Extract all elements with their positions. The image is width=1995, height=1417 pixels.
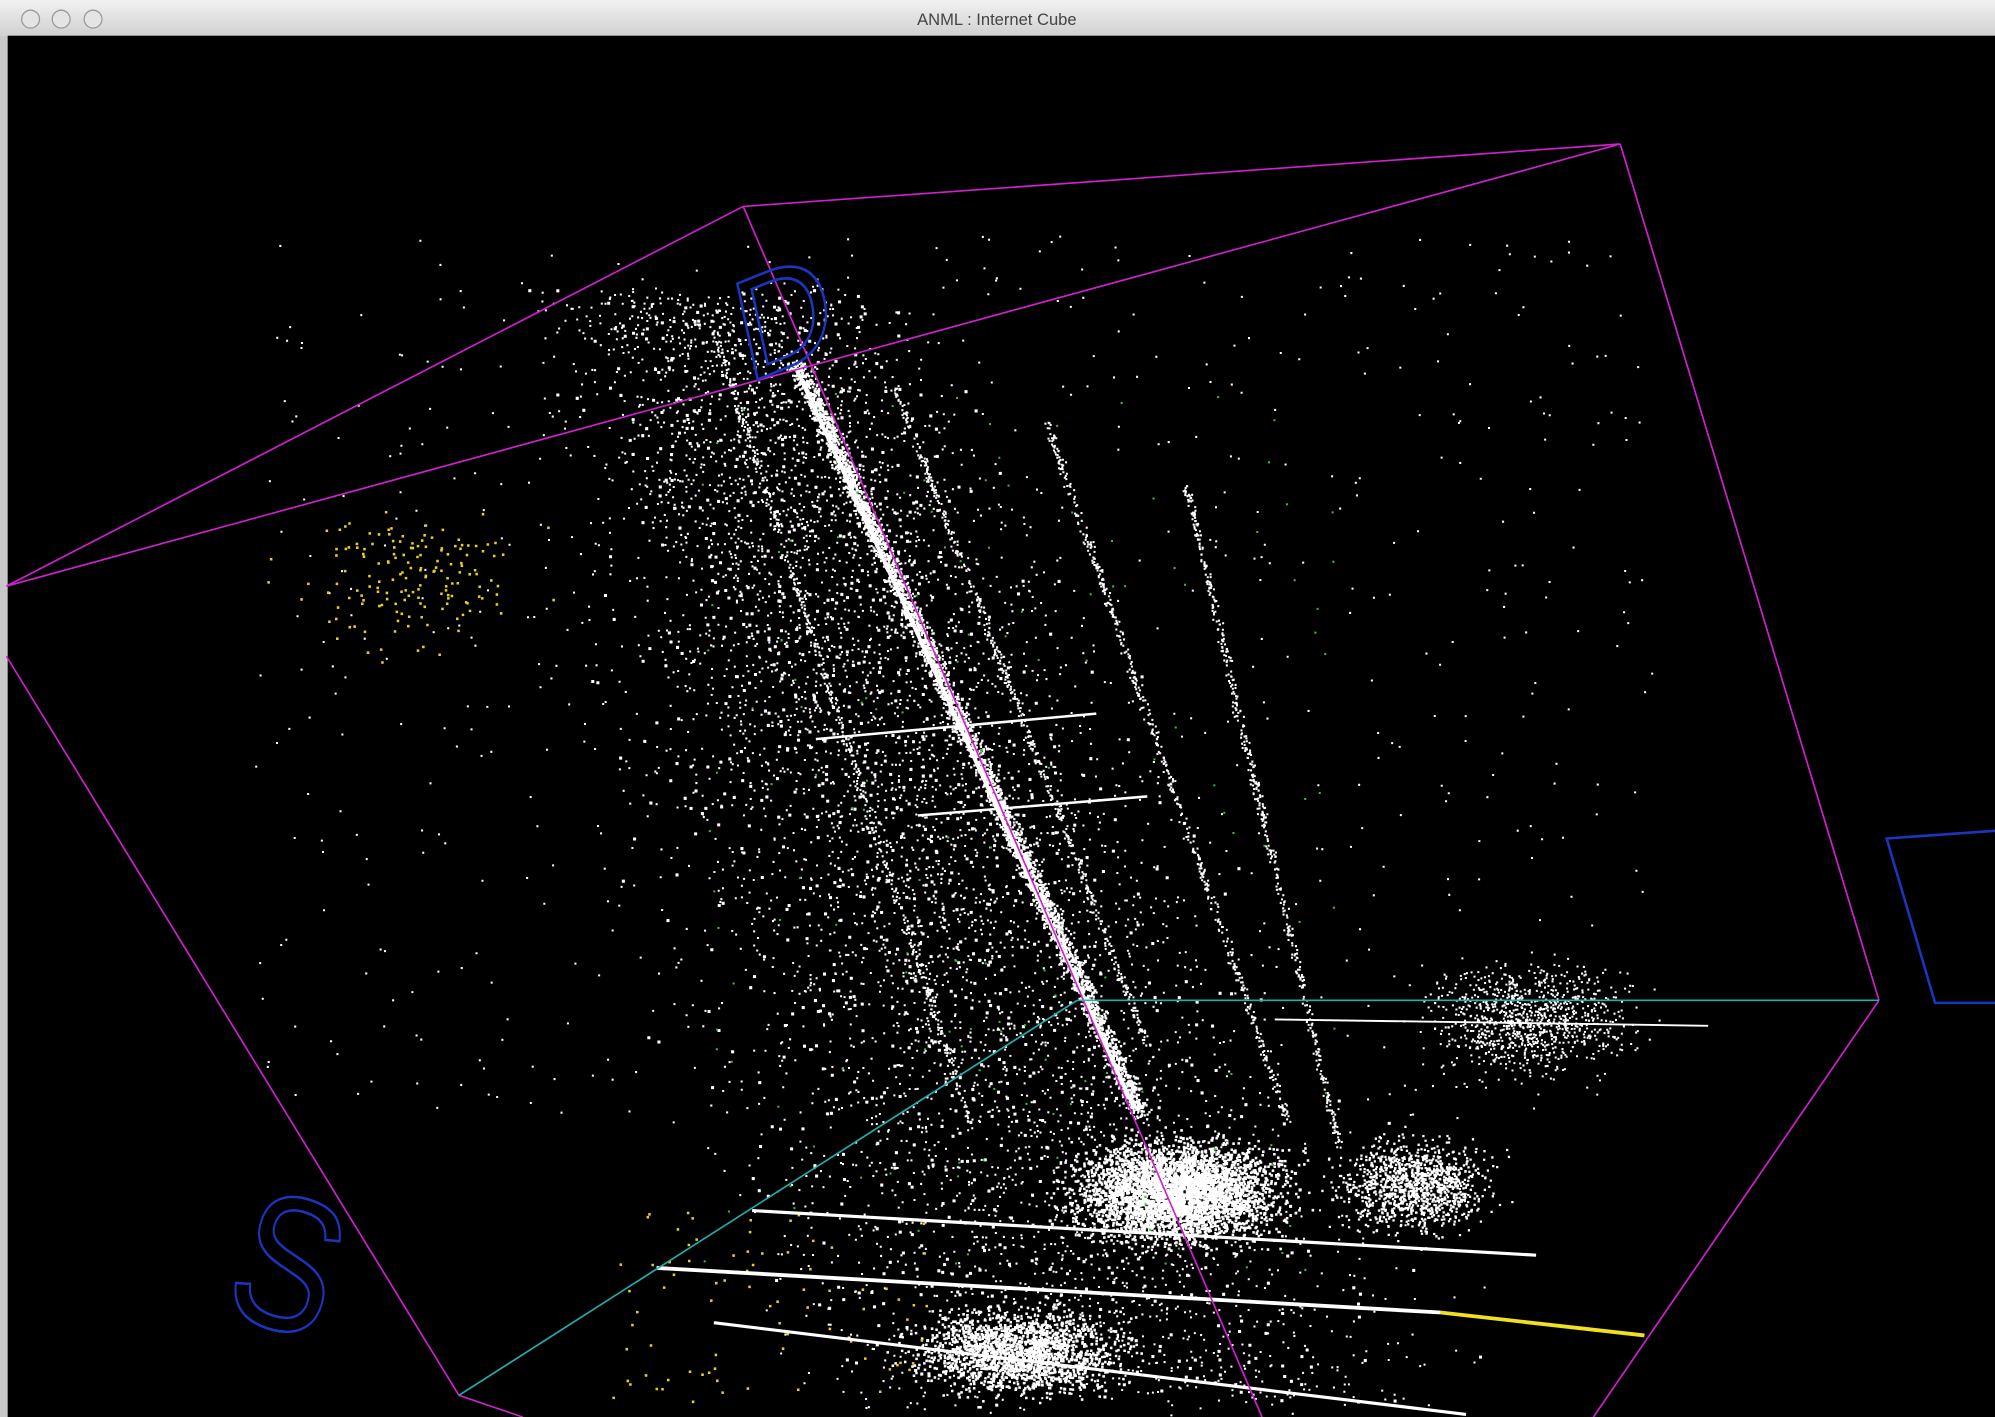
- cube-edge: [1592, 999, 1880, 1417]
- cube-edge: [5, 205, 744, 587]
- title-bar: [0, 0, 1995, 36]
- minimize-button[interactable]: [51, 9, 71, 29]
- streak: [1440, 1310, 1645, 1338]
- cube-edge: [6, 143, 1621, 587]
- cube-edge: [742, 206, 1263, 1417]
- zoom-button[interactable]: [83, 9, 103, 29]
- cube-edges: [5, 143, 1880, 1417]
- axis-label-fragment: [1884, 829, 1995, 1005]
- streak: [815, 712, 1097, 741]
- cube-edge: [5, 655, 460, 1396]
- window-title: ANML : Internet Cube: [917, 10, 1076, 29]
- cube-edge: [743, 143, 1621, 208]
- streak: [917, 795, 1148, 817]
- axes: [458, 999, 1879, 1397]
- point-cloud-layer: [255, 235, 1709, 1417]
- streak: [713, 1321, 1467, 1417]
- axis-line: [458, 999, 1078, 1397]
- cube-edge: [458, 1394, 523, 1417]
- streak: [1274, 1018, 1709, 1027]
- close-button[interactable]: [21, 9, 41, 29]
- cube-edge: [1619, 143, 1880, 1001]
- window-edge: [0, 35, 8, 1417]
- streak: [656, 1266, 1441, 1315]
- streak: [752, 1208, 1537, 1257]
- streak: [794, 368, 1137, 1110]
